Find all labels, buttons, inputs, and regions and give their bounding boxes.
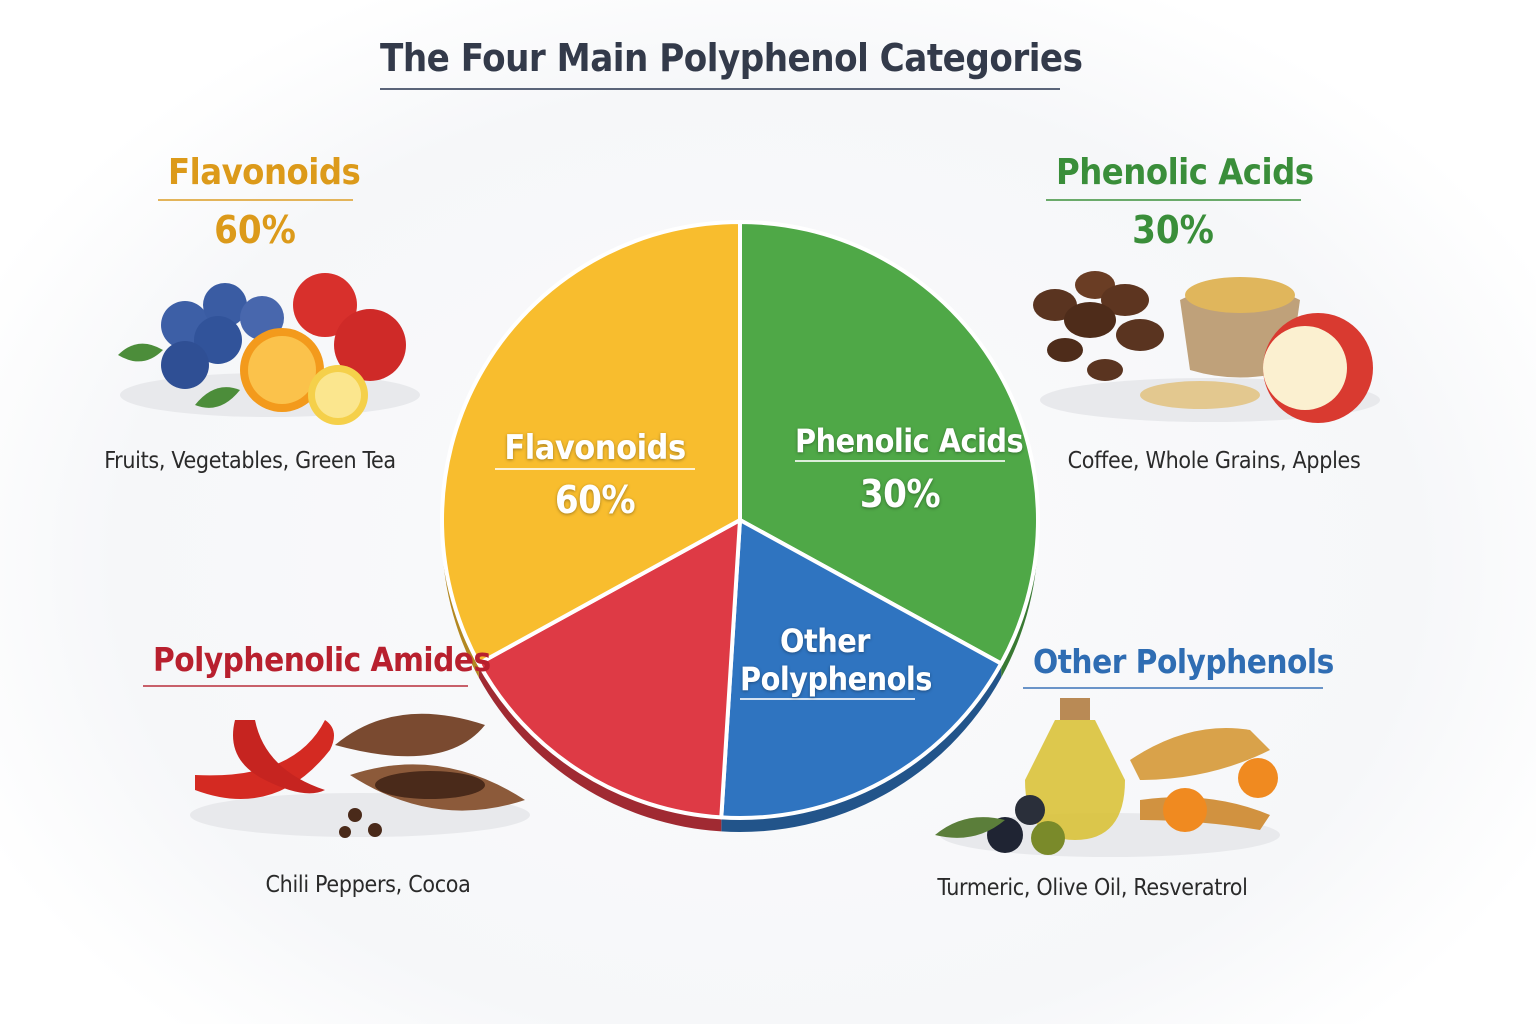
callout-flavonoids-sources: Fruits, Vegetables, Green Tea bbox=[104, 448, 396, 474]
slice-edge-other-polyphenols bbox=[721, 663, 1002, 832]
callout-phenolic-percent: 30% bbox=[1132, 208, 1214, 252]
slice-label-other-line2: Polyphenols bbox=[740, 660, 932, 700]
slice-label-flavonoids: Flavonoids bbox=[495, 428, 695, 470]
slice-label-phenolic: Phenolic Acids bbox=[795, 422, 1024, 462]
callout-other-sources: Turmeric, Olive Oil, Resveratrol bbox=[937, 875, 1248, 901]
callout-phenolic-title: Phenolic Acids bbox=[1046, 152, 1314, 201]
callout-amides-sources: Chili Peppers, Cocoa bbox=[265, 872, 471, 898]
slice-label-other-line1: Other bbox=[780, 622, 870, 660]
slice-polyphenolic-amides bbox=[476, 518, 742, 820]
slice-value-phenolic: 30% bbox=[859, 472, 941, 516]
callout-other-title: Other Polyphenols bbox=[1023, 642, 1334, 689]
chili-cocoa-illustration bbox=[190, 713, 530, 838]
slice-other-polyphenols bbox=[719, 518, 1004, 820]
callout-phenolic-sources: Coffee, Whole Grains, Apples bbox=[1067, 448, 1361, 474]
slice-phenolic-acids bbox=[738, 220, 1040, 666]
berries-citrus-illustration bbox=[118, 273, 420, 425]
callout-flavonoids-title: Flavonoids bbox=[158, 152, 361, 201]
slice-flavonoids bbox=[440, 220, 742, 666]
coffee-grains-apple-illustration bbox=[1033, 271, 1380, 423]
slice-value-flavonoids: 60% bbox=[554, 478, 636, 522]
callout-flavonoids-percent: 60% bbox=[214, 208, 296, 252]
callout-amides-title: Polyphenolic Amides bbox=[143, 640, 491, 687]
olive-oil-turmeric-illustration bbox=[935, 698, 1280, 857]
chart-title: The Four Main Polyphenol Categories bbox=[380, 36, 1083, 90]
